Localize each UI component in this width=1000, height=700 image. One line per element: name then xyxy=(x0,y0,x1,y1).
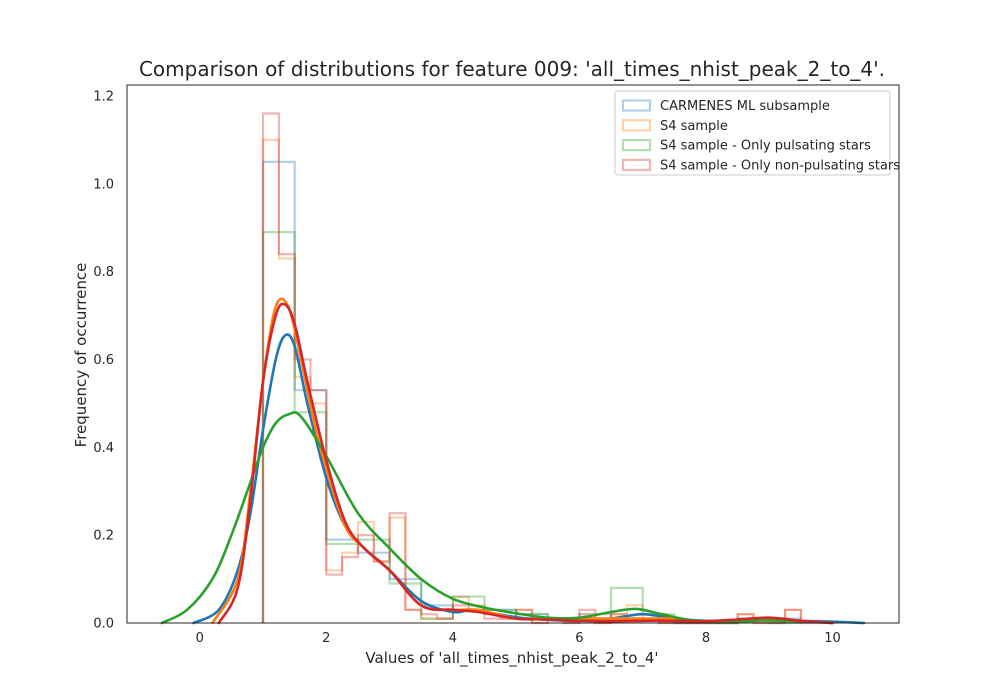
y-tick-label: 0.6 xyxy=(93,353,114,368)
x-tick-label: 4 xyxy=(449,631,457,646)
y-tick-label: 0.2 xyxy=(93,529,114,544)
axes-frame xyxy=(126,84,900,624)
legend-swatch xyxy=(621,119,652,132)
x-tick-label: 0 xyxy=(196,631,204,646)
legend-swatch xyxy=(621,139,652,152)
histogram-series-2 xyxy=(261,138,802,625)
x-tick-label: 2 xyxy=(322,631,330,646)
legend-swatch xyxy=(621,158,652,171)
axes: 0 2 4 6 8 10 0.0 0.2 0.4 0.6 0.8 1.0 1.2 xyxy=(93,84,900,646)
legend-label: S4 sample xyxy=(660,119,728,134)
legend-label: S4 sample - Only pulsating stars xyxy=(660,139,871,154)
histogram-series-1 xyxy=(261,160,833,625)
legend-label: S4 sample - Only non-pulsating stars xyxy=(660,158,900,173)
chart-title: Comparison of distributions for feature … xyxy=(139,57,885,81)
x-axis-label: Values of 'all_times_nhist_peak_2_to_4' xyxy=(365,649,658,668)
y-tick-label: 0.4 xyxy=(93,441,114,456)
legend: CARMENES ML subsample S4 sample S4 sample … xyxy=(614,90,900,176)
histogram-series-3 xyxy=(261,231,801,625)
legend-box xyxy=(614,90,891,176)
legend-swatch xyxy=(621,99,652,112)
x-tick-label: 6 xyxy=(575,631,583,646)
legend-label: CARMENES ML subsample xyxy=(660,99,830,114)
histogram-series-4 xyxy=(261,112,802,625)
plot-area xyxy=(160,112,866,625)
x-tick-label: 8 xyxy=(702,631,710,646)
kde-line-series-2 xyxy=(211,297,834,625)
y-tick-label: 0.8 xyxy=(93,265,114,280)
y-tick-label: 1.0 xyxy=(93,177,114,192)
y-tick-label: 1.2 xyxy=(93,89,114,104)
x-tick-label: 10 xyxy=(824,631,841,646)
y-tick-label: 0.0 xyxy=(93,617,114,632)
kde-line-series-4 xyxy=(217,302,834,625)
y-axis-label: Frequency of occurrence xyxy=(72,263,90,448)
